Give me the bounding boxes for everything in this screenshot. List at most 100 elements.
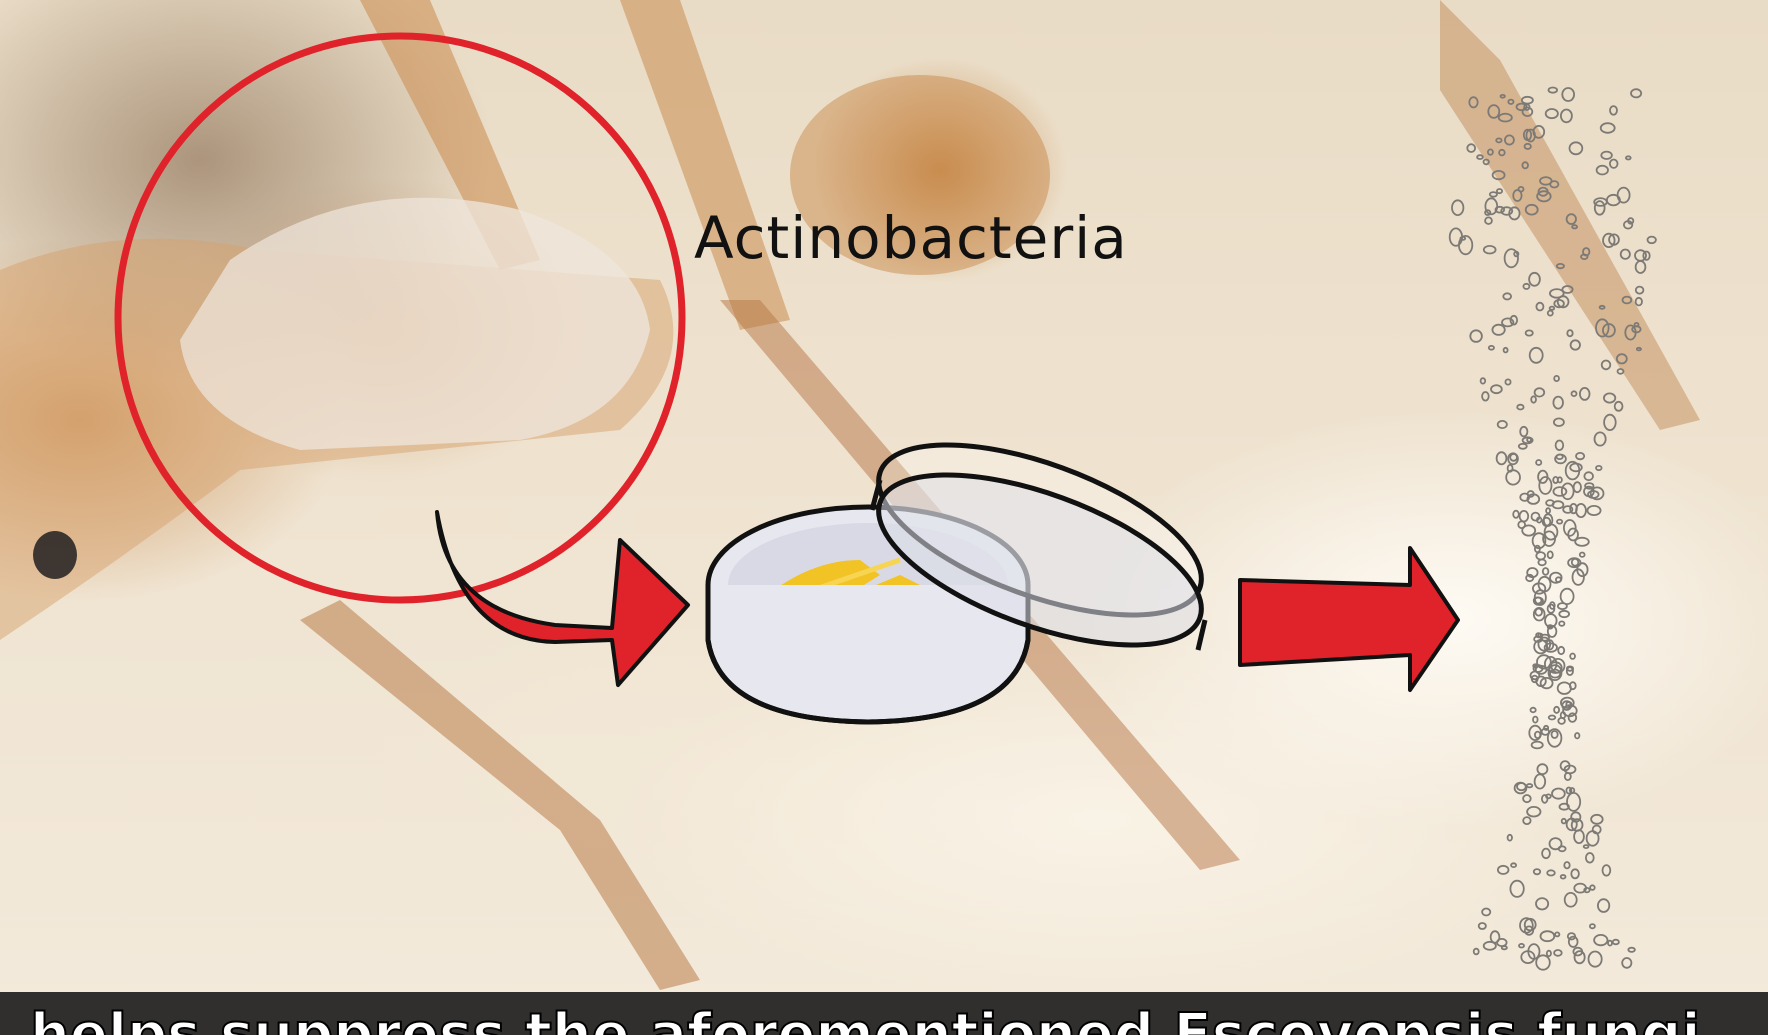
spore-droplet	[1476, 154, 1484, 160]
spore-droplet	[1496, 938, 1508, 948]
spore-droplet	[1608, 158, 1619, 169]
spore-droplet	[1495, 451, 1508, 466]
spore-droplet	[1521, 106, 1534, 118]
spore-droplet	[1634, 285, 1645, 295]
spore-droplet	[1609, 105, 1618, 116]
spore-droplet	[1555, 453, 1564, 460]
spore-droplet	[1531, 532, 1547, 550]
spore-droplet	[1598, 304, 1606, 310]
spore-droplet	[1553, 417, 1565, 427]
spore-droplet	[1563, 861, 1571, 870]
spore-droplet	[1534, 607, 1543, 617]
spore-droplet	[1589, 923, 1596, 930]
spore-droplet	[1528, 346, 1544, 364]
spore-droplet	[1503, 248, 1519, 269]
spore-droplet	[1570, 818, 1584, 832]
spore-droplet	[1566, 665, 1575, 672]
spore-droplet	[1602, 323, 1616, 338]
spore-droplet	[1556, 681, 1572, 695]
spore-droplet	[1504, 378, 1512, 386]
spore-droplet	[1482, 158, 1490, 166]
spore-droplet	[1574, 536, 1590, 547]
spore-droplet	[1573, 882, 1587, 894]
spore-droplet	[1571, 568, 1585, 586]
spore-droplet	[1569, 462, 1583, 473]
spore-droplet	[1523, 142, 1532, 150]
spore-droplet	[1575, 451, 1586, 461]
spore-droplet	[1521, 436, 1534, 445]
spore-droplet	[1558, 620, 1566, 627]
spore-droplet	[1552, 395, 1564, 410]
spore-droplet	[1496, 419, 1508, 429]
spore-droplet	[1549, 288, 1565, 299]
spore-droplet	[1499, 94, 1506, 99]
spore-droplet	[1537, 636, 1552, 652]
spore-droplet	[1523, 103, 1531, 111]
spore-droplet	[1553, 374, 1560, 382]
spore-droplet	[1566, 329, 1574, 338]
spore-droplets	[1448, 86, 1657, 971]
spore-droplet	[1487, 148, 1494, 156]
spore-droplet	[1550, 730, 1559, 739]
spore-droplet	[1509, 879, 1525, 898]
spore-droplet	[1569, 787, 1576, 794]
spore-droplet	[1642, 250, 1651, 261]
spore-droplet	[1559, 874, 1567, 880]
spore-droplet	[1546, 869, 1556, 877]
spore-droplet	[1572, 946, 1584, 957]
spore-droplet	[1501, 317, 1515, 328]
spore-droplet	[1601, 864, 1612, 877]
spore-droplet	[1595, 164, 1609, 176]
spore-droplet	[1537, 558, 1547, 567]
spore-droplet	[1584, 482, 1595, 490]
spore-droplet	[1627, 217, 1635, 225]
spore-droplet	[1497, 112, 1513, 123]
spore-droplet	[1589, 486, 1605, 501]
ant-body	[0, 0, 1700, 990]
spore-droplet	[1522, 128, 1533, 141]
spore-droplet	[1541, 847, 1551, 860]
spore-droplet	[1574, 732, 1581, 740]
spore-droplet	[1510, 862, 1517, 868]
spore-droplet	[1539, 676, 1554, 690]
spore-droplet	[1496, 188, 1504, 195]
spore-droplet	[1560, 696, 1575, 709]
spore-droplet	[1496, 864, 1510, 875]
spore-droplet	[1525, 128, 1536, 143]
spore-droplet	[1487, 344, 1495, 351]
spore-droplet	[1546, 624, 1558, 638]
spore-droplet	[1557, 645, 1566, 656]
spore-droplet	[1567, 935, 1579, 948]
spore-droplet	[1580, 253, 1589, 260]
spore-droplet	[1572, 481, 1582, 494]
spore-droplet	[1544, 108, 1559, 120]
spore-droplet	[1526, 567, 1539, 579]
spore-droplet	[1532, 715, 1539, 724]
spore-droplet	[1509, 453, 1518, 462]
spore-droplet	[1530, 395, 1537, 404]
spore-droplet	[1548, 305, 1556, 311]
spore-droplet	[1546, 728, 1563, 748]
spore-droplet	[1536, 190, 1552, 203]
spore-droplet	[1521, 95, 1534, 105]
spore-droplet	[1607, 939, 1613, 947]
spore-droplet	[1585, 830, 1600, 847]
spore-droplet	[1535, 459, 1543, 466]
spore-droplet	[1559, 587, 1575, 606]
spore-droplet	[1589, 884, 1596, 891]
spore-droplet	[1625, 155, 1632, 161]
spore-droplet	[1532, 596, 1543, 605]
spore-droplet	[1506, 463, 1514, 473]
spore-droplet	[1539, 633, 1551, 642]
spore-droplet	[1522, 282, 1531, 290]
spore-droplet	[1583, 471, 1594, 482]
spore-droplet	[1526, 806, 1542, 818]
spore-droplet	[1537, 186, 1549, 197]
spore-droplet	[1554, 931, 1561, 938]
spore-droplet	[1561, 87, 1575, 102]
spore-droplet	[1599, 122, 1616, 134]
highlight-circle	[114, 32, 686, 604]
spore-droplet	[1535, 954, 1551, 971]
spore-droplet	[1535, 897, 1550, 911]
spore-droplet	[1519, 917, 1534, 934]
